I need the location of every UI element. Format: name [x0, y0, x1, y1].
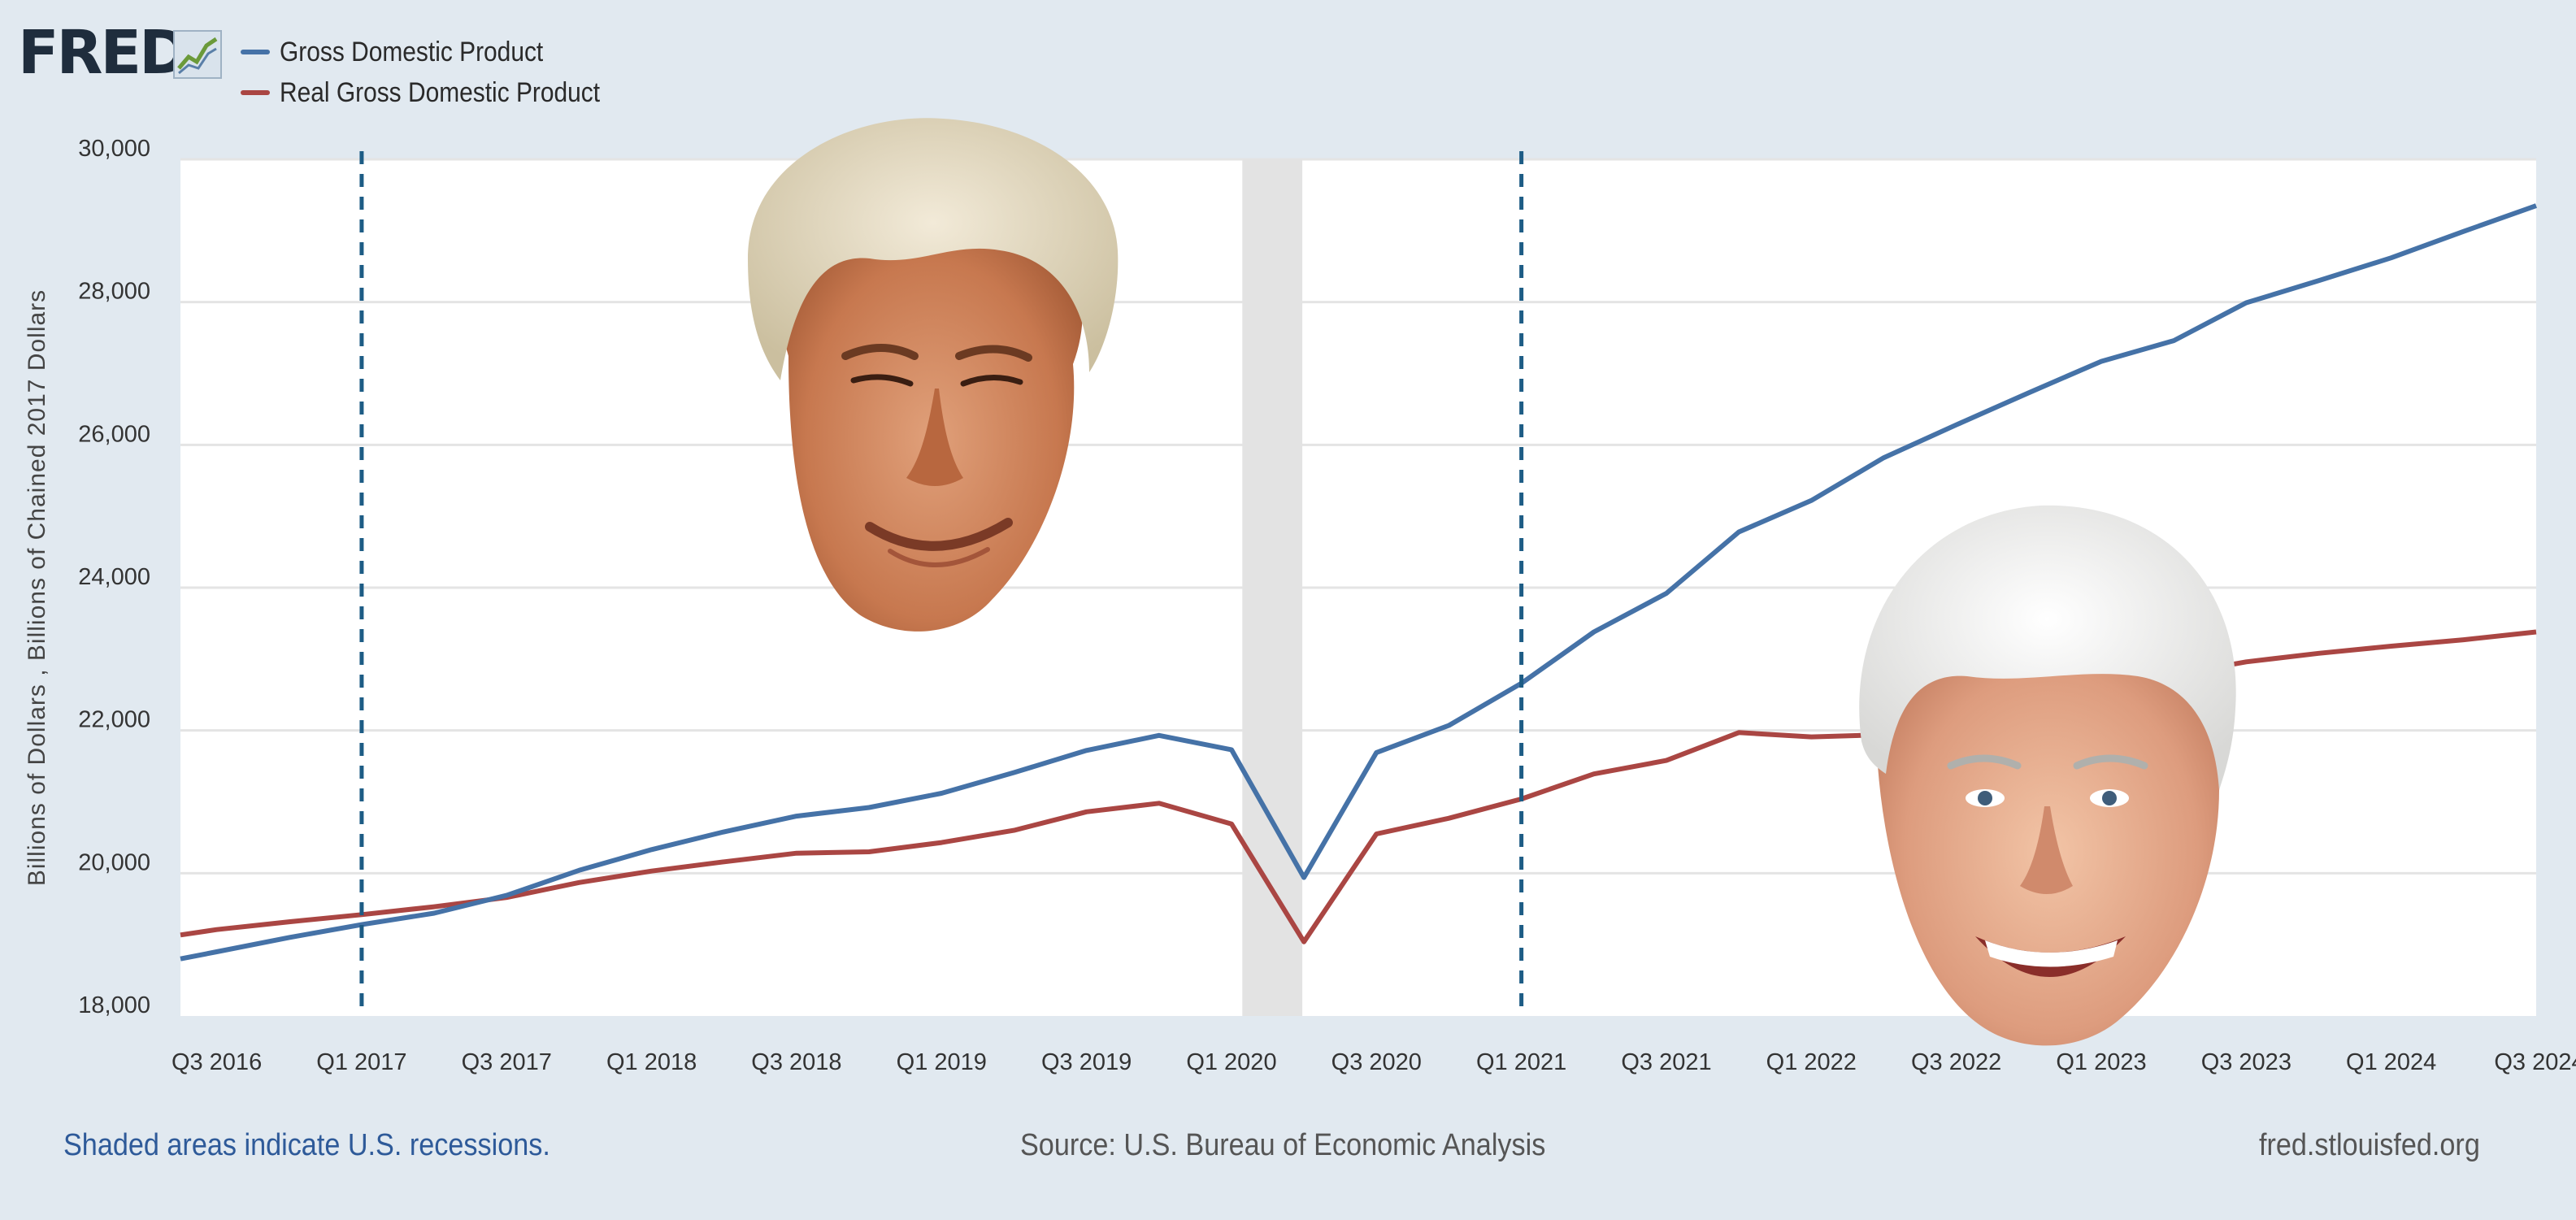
biden-face-photo: [1859, 505, 2236, 1046]
legend-swatch-gdp: [241, 50, 270, 54]
x-tick-label: Q3 2018: [751, 1049, 841, 1075]
y-tick-label: 28,000: [78, 279, 150, 305]
x-tick-label: Q1 2024: [2346, 1049, 2436, 1075]
x-tick-label: Q3 2022: [1911, 1049, 2001, 1075]
x-tick-labels: Q3 2016 Q1 2017 Q3 2017 Q1 2018 Q3 2018 Q1 20…: [172, 1049, 2576, 1075]
y-tick-label: 24,000: [78, 564, 150, 590]
x-tick-label: Q1 2019: [897, 1049, 987, 1075]
legend-label-gdp: Gross Domestic Product: [280, 36, 544, 67]
x-tick-label: Q3 2017: [462, 1049, 552, 1075]
x-tick-label: Q3 2023: [2201, 1049, 2291, 1075]
recession-note: Shaded areas indicate U.S. recessions.: [63, 1128, 550, 1162]
x-tick-label: Q1 2023: [2056, 1049, 2146, 1075]
y-tick-labels: 18,000 20,000 22,000 24,000 26,000 28,000 30,0…: [78, 136, 150, 1018]
x-tick-label: Q3 2019: [1041, 1049, 1132, 1075]
fred-logo: FRED: [18, 18, 189, 88]
trump-face-photo: [748, 118, 1119, 632]
marker-lines: [359, 151, 1524, 1016]
series-line-0: [180, 203, 2538, 962]
x-tick-label: Q3 2024: [2494, 1049, 2576, 1075]
legend-swatch-real-gdp: [241, 90, 270, 95]
y-tick-label: 18,000: [78, 992, 150, 1018]
y-axis-label: Billions of Dollars , Billions of Chaine…: [24, 289, 50, 886]
legend-item-gdp: Gross Domestic Product: [241, 36, 579, 68]
x-tick-label: Q1 2022: [1766, 1049, 1857, 1075]
recession-band: [1242, 159, 1303, 1016]
legend-label-real-gdp: Real Gross Domestic Product: [280, 76, 601, 108]
x-tick-label: Q1 2021: [1476, 1049, 1566, 1075]
x-tick-label: Q3 2021: [1621, 1049, 1711, 1075]
x-tick-label: Q3 2020: [1331, 1049, 1422, 1075]
y-tick-label: 30,000: [78, 136, 150, 162]
y-tick-label: 26,000: [78, 421, 150, 447]
legend-item-real-gdp: Real Gross Domestic Product: [241, 76, 644, 109]
y-tick-label: 22,000: [78, 707, 150, 733]
x-tick-label: Q1 2017: [316, 1049, 406, 1075]
source-note: Source: U.S. Bureau of Economic Analysis: [1020, 1128, 1546, 1162]
x-tick-label: Q3 2016: [172, 1049, 262, 1075]
recession-band-group: [1242, 159, 1303, 1016]
x-tick-label: Q1 2018: [606, 1049, 697, 1075]
y-tick-label: 20,000: [78, 849, 150, 875]
fred-chart-logo-icon: [173, 30, 222, 79]
x-tick-label: Q1 2020: [1186, 1049, 1276, 1075]
site-link[interactable]: fred.stlouisfed.org: [2259, 1128, 2480, 1162]
